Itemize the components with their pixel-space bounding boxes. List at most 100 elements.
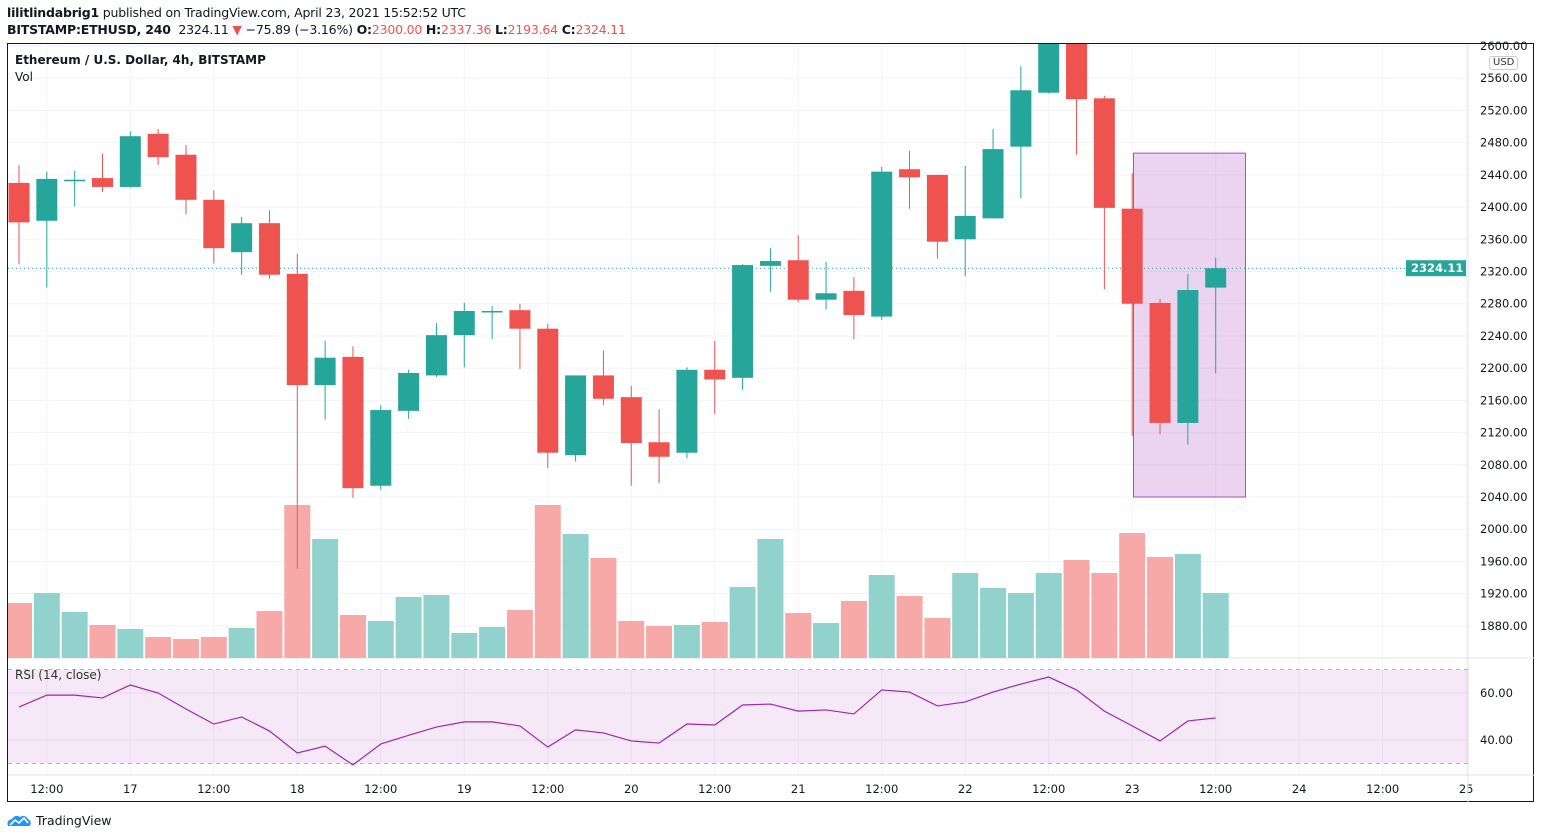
candle [147, 128, 169, 166]
volume-bar [840, 601, 867, 658]
rsi-line [18, 676, 1216, 766]
candle-body [481, 310, 503, 313]
time-tick-label: 20 [624, 782, 639, 796]
price-tick-label: 2520.00 [1480, 103, 1528, 117]
candle-body [314, 357, 336, 386]
candle-body [565, 375, 587, 456]
volume-bar [1035, 573, 1062, 658]
time-tick-label: 12:00 [698, 782, 731, 796]
candle [843, 277, 865, 340]
last-price: 2324.11 [178, 22, 229, 37]
candle-body [286, 273, 308, 386]
candle [509, 303, 531, 369]
volume-bar [534, 505, 561, 658]
volume-bar [868, 575, 895, 658]
candle-body [537, 328, 559, 453]
time-tick-label: 24 [1292, 782, 1307, 796]
currency-label[interactable]: USD [1489, 56, 1519, 70]
publish-info: lilitlindabrig1 published on TradingView… [7, 5, 466, 20]
price-tick-label: 2040.00 [1480, 490, 1528, 504]
candle-body [1177, 290, 1199, 423]
time-tick-label: 12:00 [865, 782, 898, 796]
rsi-legend: RSI (14, close) [15, 668, 102, 682]
candle [704, 340, 726, 415]
candle [620, 385, 642, 486]
volume-bar [1063, 560, 1090, 658]
candle-body [8, 182, 30, 223]
time-tick-label: 12:00 [364, 782, 397, 796]
candle-body [1066, 44, 1088, 100]
price-tick-label: 2600.00 [1480, 39, 1528, 53]
candle-body [843, 290, 865, 316]
candle-body [342, 356, 364, 489]
series-legend: Ethereum / U.S. Dollar, 4h, BITSTAMP [15, 53, 266, 67]
candle [676, 367, 698, 459]
time-tick-label: 19 [457, 782, 472, 796]
candle [537, 323, 559, 469]
candle [8, 165, 30, 265]
symbol-info: BITSTAMP:ETHUSD, 240 2324.11 ▼ −75.89 (−… [7, 22, 626, 37]
volume-bar [952, 573, 979, 658]
volume-bar [451, 633, 478, 658]
volume-bar [980, 588, 1007, 658]
candle-body [1093, 98, 1115, 208]
candle-body [648, 442, 670, 457]
time-tick-label: 12:00 [30, 782, 63, 796]
volume-bar [312, 539, 339, 658]
volume-bar [200, 637, 227, 658]
candle [787, 235, 809, 303]
close-value: 2324.11 [575, 22, 626, 37]
candle [119, 131, 141, 188]
candle [91, 153, 113, 192]
down-arrow-icon: ▼ [232, 22, 242, 37]
volume-bar [61, 612, 88, 658]
candle [175, 145, 197, 215]
candle [732, 264, 754, 390]
price-tick-label: 2120.00 [1480, 426, 1528, 440]
chart-frame [7, 43, 1534, 802]
candle [592, 350, 614, 406]
low-label: L: [495, 22, 508, 37]
candle-body [509, 310, 531, 329]
rsi-tick-label: 40.00 [1480, 733, 1513, 747]
candle [1177, 273, 1199, 445]
candle-body [704, 369, 726, 380]
candle [759, 248, 781, 292]
candle [982, 128, 1004, 219]
candle [286, 253, 308, 569]
candle [1149, 298, 1171, 435]
volume-bar [618, 621, 645, 658]
candle [815, 261, 837, 310]
candle-body [1205, 268, 1227, 288]
volume-bar [590, 558, 617, 658]
candle-body [982, 149, 1004, 219]
candle-body [954, 215, 976, 240]
author-name[interactable]: lilitlindabrig1 [7, 5, 100, 20]
candle-body [231, 223, 253, 253]
candle-body [203, 199, 225, 249]
volume-bar [1202, 593, 1229, 658]
time-tick-label: 23 [1125, 782, 1140, 796]
high-value: 2337.36 [440, 22, 492, 37]
volume-bar [479, 627, 506, 658]
open-value: 2300.00 [371, 22, 423, 37]
price-tick-label: 2560.00 [1480, 71, 1528, 85]
candle-body [425, 335, 447, 376]
candle [1093, 95, 1115, 290]
price-tick-label: 2200.00 [1480, 361, 1528, 375]
volume-bar [1119, 533, 1146, 658]
volume-bar [1174, 554, 1201, 658]
price-tick-label: 2000.00 [1480, 522, 1528, 536]
candle [648, 409, 670, 484]
candle-body [592, 375, 614, 399]
price-tick-label: 2320.00 [1480, 265, 1528, 279]
volume-bar [701, 622, 728, 658]
candle [398, 369, 420, 419]
footer-brand[interactable]: TradingView [6, 813, 112, 828]
candle-body [899, 169, 921, 178]
volume-bar [1147, 557, 1174, 658]
price-tick-label: 2400.00 [1480, 200, 1528, 214]
candle-body [676, 369, 698, 453]
low-value: 2193.64 [507, 22, 558, 37]
